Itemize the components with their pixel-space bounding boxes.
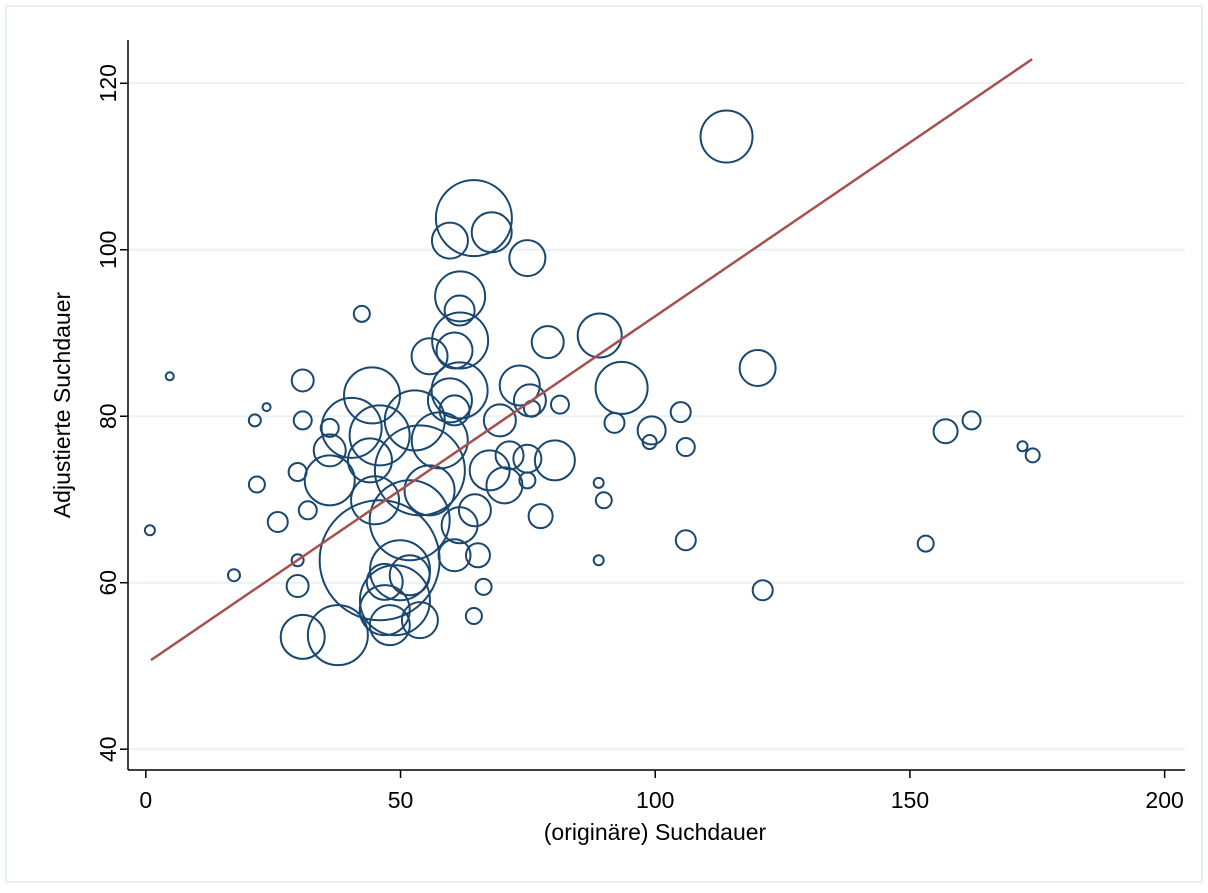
bubble — [435, 331, 474, 370]
bubble — [1024, 447, 1041, 464]
bubble — [343, 366, 402, 425]
bubble — [383, 389, 446, 452]
bubble — [426, 377, 473, 424]
y-tick-label: 60 — [95, 570, 121, 596]
x-tick-label: 0 — [139, 787, 152, 813]
bubble — [464, 542, 491, 569]
bubble — [410, 337, 449, 376]
bubble — [143, 524, 156, 537]
bubble — [603, 411, 626, 434]
bubble — [400, 601, 439, 640]
bubble — [533, 439, 576, 482]
bubble — [352, 304, 371, 323]
bubble — [434, 270, 487, 323]
bubble — [592, 476, 605, 489]
bubble — [464, 607, 483, 626]
bubble — [438, 394, 471, 427]
bubble — [916, 534, 935, 553]
bubble — [738, 348, 777, 387]
bubble — [285, 574, 310, 599]
bubble — [594, 360, 649, 415]
x-axis-title: (originäre) Suchdauer — [544, 819, 767, 845]
x-tick-label: 50 — [388, 787, 414, 813]
bubble — [292, 410, 313, 431]
bubble — [518, 471, 537, 490]
bubble — [470, 211, 513, 254]
bubble — [751, 579, 774, 602]
bubble — [279, 613, 326, 660]
bubble — [388, 554, 431, 597]
bubble — [368, 479, 451, 562]
bubble — [437, 538, 472, 573]
bubble — [290, 368, 315, 393]
bubble — [358, 564, 431, 637]
bubble — [669, 401, 692, 424]
y-tick-label: 120 — [95, 64, 121, 102]
bubble — [932, 418, 959, 445]
y-tick-label: 40 — [95, 736, 121, 762]
bubble — [474, 577, 493, 596]
bubble — [494, 440, 525, 471]
bubble — [164, 371, 175, 382]
bubble — [346, 437, 393, 484]
bubble — [226, 568, 241, 583]
bubble — [527, 503, 554, 530]
bubble — [699, 109, 754, 164]
bubble — [482, 403, 517, 438]
bubble — [312, 433, 347, 468]
bubble — [320, 396, 383, 459]
bubble — [592, 554, 605, 567]
x-tick-label: 200 — [1145, 787, 1183, 813]
x-tick-label: 100 — [636, 787, 674, 813]
fit-line — [150, 58, 1033, 662]
bubble — [430, 361, 489, 420]
x-tick-label: 150 — [891, 787, 929, 813]
bubble — [434, 179, 513, 258]
bubble — [457, 493, 492, 528]
bubble — [636, 415, 667, 446]
bubble — [675, 437, 696, 458]
bubble — [594, 491, 613, 510]
bubble — [247, 413, 262, 428]
frame — [5, 5, 1203, 883]
bubble — [358, 584, 411, 637]
bubble — [261, 402, 272, 413]
bubble — [290, 553, 305, 568]
bubble — [443, 294, 476, 327]
bubble — [247, 475, 266, 494]
bubble — [641, 434, 658, 451]
bubble — [430, 221, 469, 260]
y-tick-label: 80 — [95, 403, 121, 429]
bubble — [365, 562, 404, 601]
bubble — [508, 239, 547, 278]
bubble — [498, 364, 541, 407]
y-tick-label: 100 — [95, 231, 121, 269]
bubble — [348, 404, 411, 467]
bubble — [549, 394, 570, 415]
y-axis-title: Adjustierte Suchdauer — [49, 292, 75, 519]
bubble — [368, 604, 411, 647]
bubble — [1016, 440, 1029, 453]
bubble — [576, 312, 623, 359]
bubble — [373, 424, 466, 517]
bubble — [674, 529, 697, 552]
bubble — [306, 604, 369, 667]
bubble — [961, 410, 982, 431]
bubble — [303, 454, 356, 507]
bubble — [530, 325, 565, 360]
bubble — [297, 500, 318, 521]
bubble — [266, 510, 289, 533]
bubble — [403, 464, 456, 517]
